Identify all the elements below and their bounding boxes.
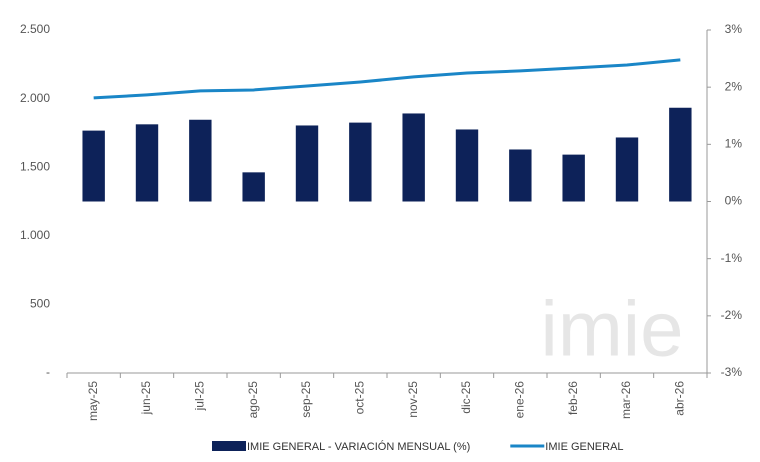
bar: [562, 154, 585, 202]
bar: [135, 124, 159, 202]
x-tick-label: oct-25: [353, 381, 367, 415]
legend-swatch: [212, 441, 246, 451]
bar: [509, 149, 532, 202]
y-tick-label: -: [46, 365, 50, 379]
bar: [189, 119, 212, 202]
line: [93, 58, 681, 100]
bar: [349, 122, 372, 202]
bar: [455, 129, 479, 202]
y2-tick-label: 2%: [725, 79, 743, 93]
y2-tick-label: 1%: [725, 137, 743, 151]
x-tick-label: sep-25: [299, 381, 313, 418]
bar: [615, 137, 639, 202]
y-tick-label: 1.000: [20, 228, 50, 242]
bar: [242, 172, 265, 202]
y-tick-label: 2.000: [20, 91, 50, 105]
bar: [82, 130, 105, 202]
y-tick-label: 1.500: [20, 159, 50, 173]
y2-tick-label: 0%: [725, 194, 743, 208]
x-tick-label: jun-25: [139, 381, 153, 416]
x-tick-label: ene-26: [513, 381, 527, 419]
watermark: imie: [540, 285, 683, 373]
bar: [295, 125, 319, 202]
y2-tick-label: 3%: [725, 22, 743, 36]
bar: [402, 113, 425, 202]
x-tick-label: dic-25: [459, 381, 473, 414]
x-tick-label: nov-25: [406, 381, 420, 418]
legend-label: IMIE GENERAL: [545, 441, 623, 453]
y-tick-label: 2.500: [20, 22, 50, 36]
x-tick-label: may-25: [86, 381, 100, 421]
y2-tick-label: -3%: [721, 365, 743, 379]
legend-label: IMIE GENERAL - VARIACIÓN MENSUAL (%): [247, 440, 470, 453]
x-tick-label: mar-26: [619, 381, 633, 419]
bar: [669, 107, 692, 202]
y2-tick-label: -1%: [721, 251, 743, 265]
x-tick-label: abr-26: [673, 381, 687, 416]
y2-tick-label: -2%: [721, 308, 743, 322]
legend: IMIE GENERAL - VARIACIÓN MENSUAL (%) IMIE…: [212, 440, 624, 453]
x-tick-label: jul-25: [193, 381, 207, 412]
x-tick-label: feb-26: [566, 381, 580, 415]
x-tick-label: ago-25: [246, 381, 260, 419]
y-tick-label: 500: [30, 297, 50, 311]
